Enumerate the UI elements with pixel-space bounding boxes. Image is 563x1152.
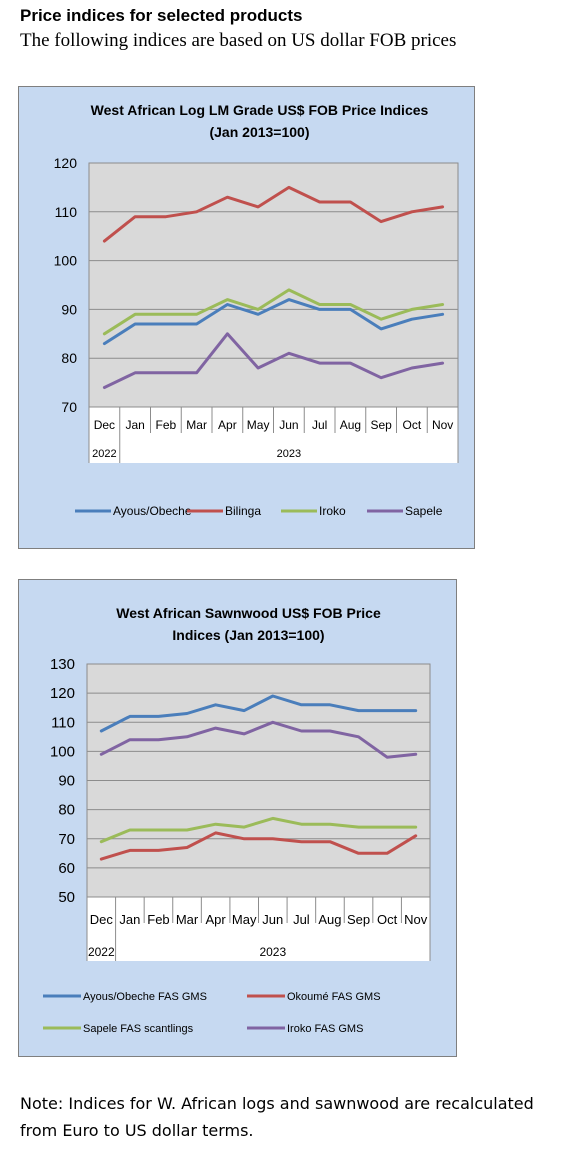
series-line-sapele — [102, 332, 445, 389]
x-tick-label: Aug — [318, 912, 341, 927]
chart-subtitle: (Jan 2013=100) — [209, 124, 309, 140]
x-tick-label: Apr — [206, 912, 227, 927]
x-tick-label: Mar — [186, 418, 207, 432]
x-tick-label: Aug — [340, 418, 361, 432]
y-tick-label: 120 — [50, 685, 75, 702]
y-tick-label: 110 — [51, 714, 75, 731]
x-tick-label: Apr — [218, 418, 237, 432]
series-line-sapele-fas-scantlings — [99, 816, 418, 844]
y-tick-label: 110 — [55, 204, 78, 220]
plot-area — [88, 162, 459, 408]
legend-label: Ayous/Obeche FAS GMS — [83, 991, 207, 1003]
chart-subtitle: Indices (Jan 2013=100) — [172, 627, 324, 643]
x-tick-label: Feb — [147, 912, 169, 927]
log-price-chart-svg: West African Log LM Grade US$ FOB Price … — [54, 102, 459, 518]
series-line-bilinga — [102, 185, 445, 243]
x-tick-label: Jun — [279, 418, 298, 432]
legend-label: Iroko — [319, 504, 346, 518]
x-tick-label: Jul — [293, 912, 310, 927]
year-label: 2023 — [277, 448, 301, 460]
x-tick-label: Jan — [119, 912, 140, 927]
series-line-ayous-obeche — [102, 298, 445, 346]
legend-label: Sapele — [405, 504, 443, 518]
y-tick-label: 80 — [58, 802, 75, 819]
y-tick-label: 60 — [58, 860, 75, 877]
x-tick-label: May — [232, 912, 257, 927]
log-price-chart: West African Log LM Grade US$ FOB Price … — [18, 86, 475, 549]
year-label: 2022 — [88, 945, 115, 959]
x-tick-label: Oct — [377, 912, 398, 927]
legend-label: Sapele FAS scantlings — [83, 1023, 194, 1035]
y-tick-label: 50 — [58, 889, 75, 906]
y-tick-label: 90 — [61, 301, 77, 317]
x-tick-label: Dec — [90, 912, 114, 927]
series-line-okoum-fas-gms — [99, 831, 418, 861]
series-line-iroko-fas-gms — [99, 720, 418, 759]
x-tick-label: Jun — [262, 912, 283, 927]
x-tick-label: Sep — [370, 418, 392, 432]
page-heading: Price indices for selected products — [20, 6, 303, 25]
y-tick-label: 100 — [54, 253, 78, 269]
y-tick-label: 90 — [58, 773, 75, 790]
y-tick-label: 70 — [61, 399, 77, 415]
x-tick-label: Sep — [347, 912, 370, 927]
y-tick-label: 130 — [50, 656, 75, 673]
x-tick-label: Dec — [94, 418, 115, 432]
sawnwood-price-chart-svg: West African Sawnwood US$ FOB Price Indic… — [43, 605, 431, 1035]
y-tick-label: 80 — [61, 350, 77, 366]
y-tick-label: 120 — [54, 155, 78, 171]
footnote: Note: Indices for W. African logs and sa… — [20, 1094, 534, 1140]
y-tick-label: 100 — [50, 743, 75, 760]
x-tick-label: Jan — [125, 418, 144, 432]
year-label: 2023 — [259, 945, 286, 959]
x-tick-label: Nov — [404, 912, 428, 927]
year-label: 2022 — [92, 448, 116, 460]
page-subheading: The following indices are based on US do… — [20, 30, 457, 51]
x-tick-label: May — [247, 418, 270, 432]
legend-label: Ayous/Obeche — [113, 504, 192, 518]
y-tick-label: 70 — [58, 831, 75, 848]
chart-title: West African Log LM Grade US$ FOB Price … — [91, 102, 429, 118]
legend-label: Iroko FAS GMS — [287, 1023, 363, 1035]
legend-label: Bilinga — [225, 504, 261, 518]
series-line-ayous-obeche-fas-gms — [99, 694, 418, 733]
series-line-iroko — [102, 288, 445, 336]
legend-label: Okoumé FAS GMS — [287, 991, 381, 1003]
x-tick-label: Oct — [403, 418, 422, 432]
x-tick-label: Nov — [432, 418, 453, 432]
x-tick-label: Mar — [176, 912, 199, 927]
x-tick-label: Jul — [312, 418, 327, 432]
x-tick-label: Feb — [156, 418, 177, 432]
sawnwood-price-chart: West African Sawnwood US$ FOB Price Indic… — [18, 579, 457, 1057]
chart-title: West African Sawnwood US$ FOB Price — [116, 605, 381, 621]
